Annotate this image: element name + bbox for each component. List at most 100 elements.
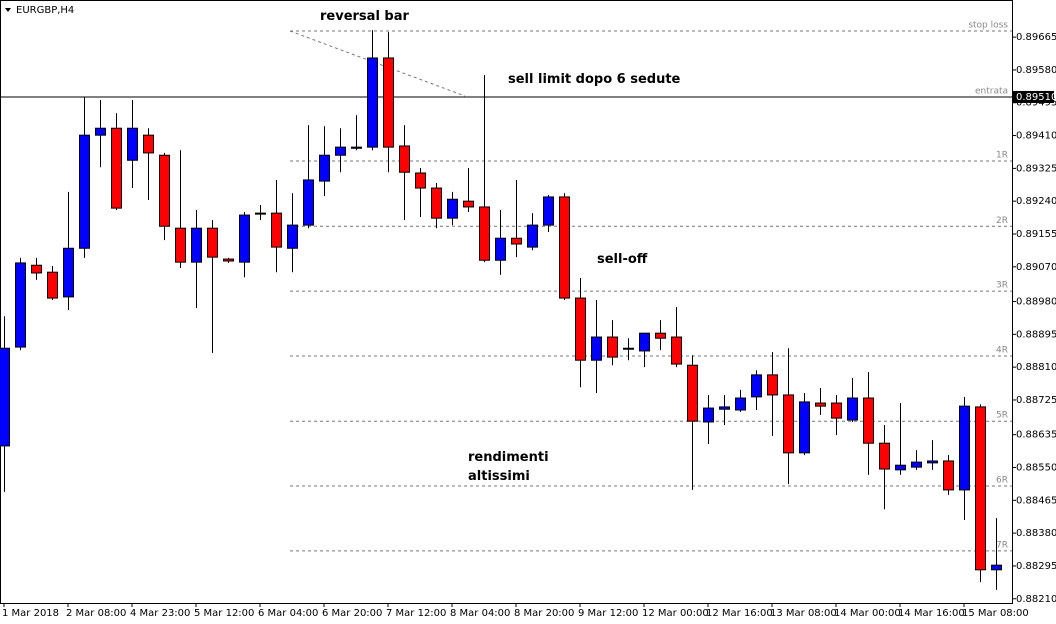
plot-frame — [0, 0, 1013, 604]
candle-body — [63, 247, 74, 298]
candle-body — [527, 224, 538, 248]
x-tick-label: 14 Mar 16:00 — [898, 608, 965, 619]
candle-body — [783, 394, 794, 454]
candle-body — [111, 127, 122, 209]
candle-body — [463, 200, 474, 208]
x-tick-label: 8 Mar 04:00 — [450, 608, 510, 619]
candle-body — [15, 262, 26, 348]
candle-body — [719, 406, 730, 410]
candle-body — [479, 206, 490, 261]
y-tick-label: 0.89410 — [1016, 131, 1056, 142]
candle-body — [735, 397, 746, 411]
x-tick-label: 6 Mar 20:00 — [322, 608, 382, 619]
annotation: rendimenti altissimi — [468, 450, 549, 484]
candle-body — [447, 198, 458, 219]
y-tick-label: 0.89240 — [1016, 196, 1056, 207]
x-tick-label: 15 Mar 08:00 — [962, 608, 1029, 619]
level-label: 4R — [996, 345, 1008, 355]
symbol-menu-arrow[interactable] — [5, 8, 11, 12]
candle-body — [815, 402, 826, 407]
y-tick-label: 0.89070 — [1016, 262, 1056, 273]
candle-body — [959, 405, 970, 491]
level-label: 7R — [996, 540, 1008, 550]
candle-body — [239, 214, 250, 263]
candle-body — [799, 401, 810, 454]
candle-body — [575, 297, 586, 361]
candle-body — [175, 227, 186, 263]
x-tick-label: 5 Mar 12:00 — [194, 608, 254, 619]
candle-body — [383, 57, 394, 148]
candle-body — [511, 237, 522, 245]
y-tick-label: 0.89495 — [1016, 98, 1056, 109]
level-label: 3R — [996, 281, 1008, 291]
y-tick-label: 0.89665 — [1016, 32, 1056, 43]
y-tick-label: 0.88725 — [1016, 395, 1056, 406]
level-label: 6R — [996, 476, 1008, 486]
y-tick-label: 0.88210 — [1016, 594, 1056, 605]
candle-body — [767, 374, 778, 396]
candle-body — [159, 154, 170, 227]
candle-body — [895, 464, 906, 471]
y-tick-label: 0.88465 — [1016, 495, 1056, 506]
candle-body — [671, 336, 682, 365]
y-tick-label: 0.88810 — [1016, 362, 1056, 373]
candle-body — [95, 127, 106, 136]
x-tick-label: 6 Mar 04:00 — [258, 608, 318, 619]
level-label: 2R — [996, 216, 1008, 226]
candle-body — [431, 187, 442, 219]
candle-body — [127, 127, 138, 161]
chart-title: EURGBP,H4 — [16, 5, 74, 16]
level-label: 1R — [996, 151, 1008, 161]
candle-body — [559, 196, 570, 299]
candle-body — [367, 57, 378, 148]
candle-body — [831, 402, 842, 419]
candle-body — [399, 145, 410, 173]
x-tick-label: 12 Mar 16:00 — [706, 608, 773, 619]
price-label: 0.89510 — [1016, 92, 1056, 103]
level-label: 5R — [996, 411, 1008, 421]
candle-body — [639, 332, 650, 352]
candle-body — [335, 146, 346, 156]
candle-body — [751, 374, 762, 398]
candle-body — [879, 442, 890, 470]
candle-body — [79, 134, 90, 249]
annotation: sell-off — [597, 252, 648, 267]
candle-body — [351, 146, 362, 149]
x-tick-label: 12 Mar 00:00 — [642, 608, 709, 619]
level-label: stop loss — [968, 20, 1008, 30]
x-tick-label: 8 Mar 20:00 — [514, 608, 574, 619]
level-label: entrata — [975, 86, 1008, 96]
y-tick-label: 0.88895 — [1016, 329, 1056, 340]
y-tick-label: 0.88980 — [1016, 297, 1056, 308]
candle-body — [655, 332, 666, 339]
candle-body — [863, 397, 874, 444]
candle-body — [591, 336, 602, 361]
candle-body — [975, 406, 986, 571]
candle-body — [143, 134, 154, 154]
candle-body — [703, 407, 714, 423]
candle-body — [415, 172, 426, 189]
x-tick-label: 7 Mar 12:00 — [386, 608, 446, 619]
candle-body — [319, 154, 330, 182]
y-tick-label: 0.89580 — [1016, 65, 1056, 76]
candle-body — [31, 264, 42, 274]
candle-body — [623, 347, 634, 350]
x-tick-label: 1 Mar 2018 — [2, 608, 59, 619]
candle-body — [991, 564, 1002, 571]
y-tick-label: 0.88380 — [1016, 528, 1056, 539]
x-tick-label: 13 Mar 08:00 — [770, 608, 837, 619]
candle-body — [687, 364, 698, 422]
candle-body — [47, 271, 58, 299]
candle-body — [271, 212, 282, 248]
y-tick-label: 0.88635 — [1016, 430, 1056, 441]
candle-body — [0, 347, 10, 447]
annotation: reversal bar — [320, 9, 409, 24]
candle-body — [927, 460, 938, 464]
price-label-box — [1013, 90, 1054, 103]
x-tick-label: 4 Mar 23:00 — [130, 608, 190, 619]
candle-body — [223, 258, 234, 262]
x-tick-label: 2 Mar 08:00 — [66, 608, 126, 619]
candle-body — [255, 212, 266, 215]
